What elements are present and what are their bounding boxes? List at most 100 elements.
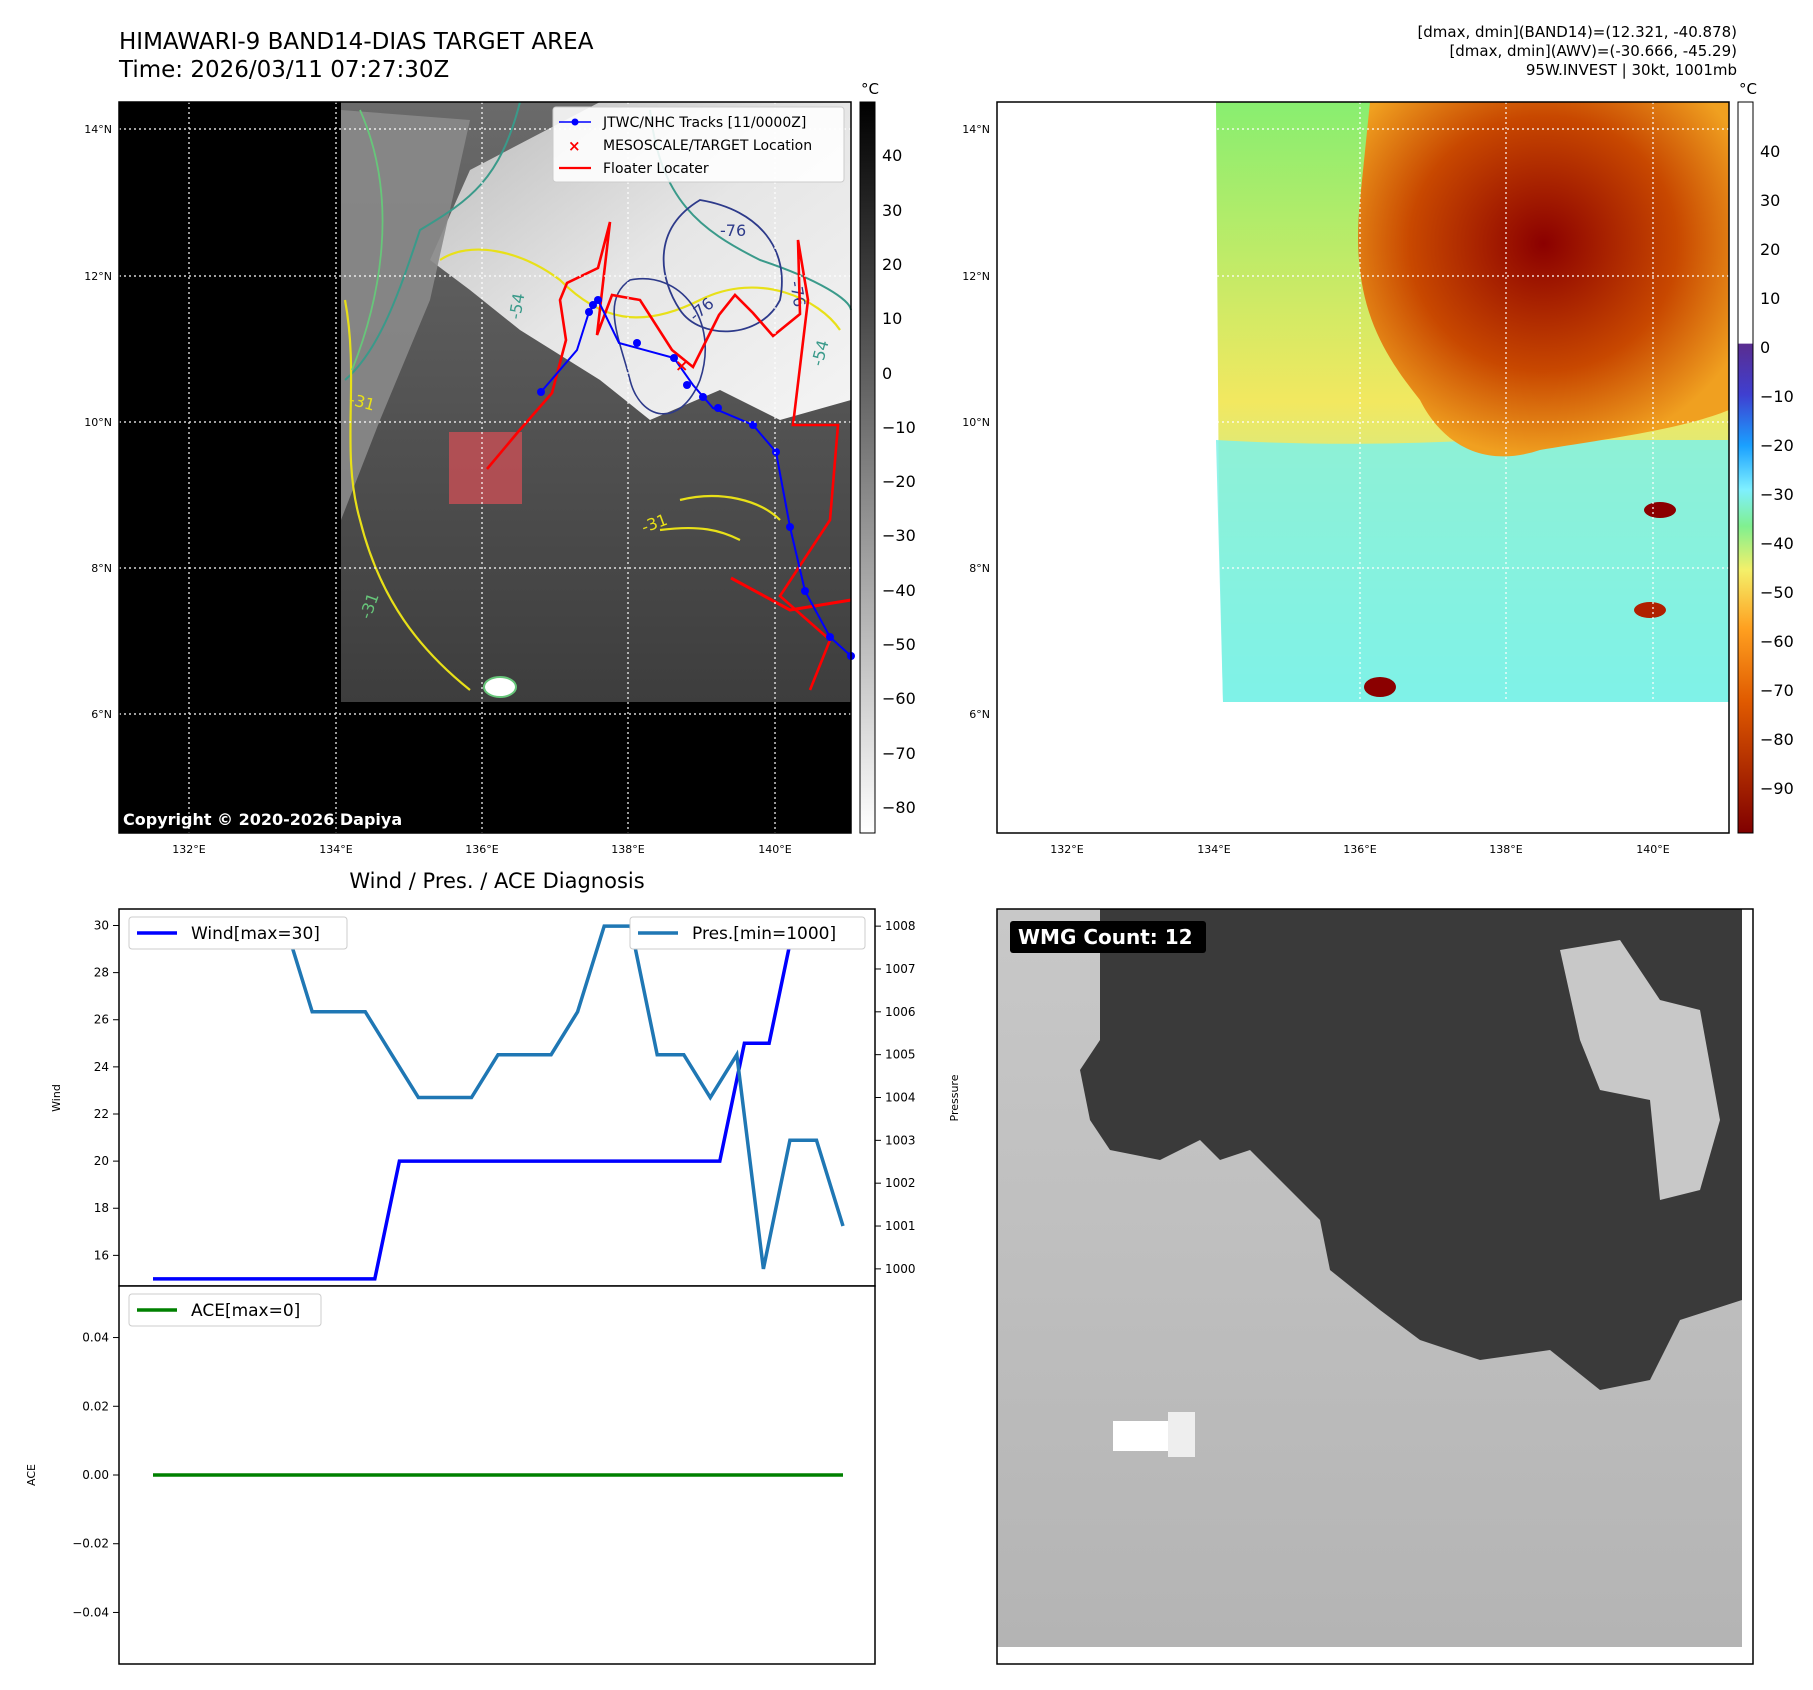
contour-label: -76 (786, 279, 809, 308)
pressure-tick-label: 1005 (885, 1048, 916, 1062)
pressure-axis-label: Pressure (948, 1074, 960, 1121)
pressure-tick-label: 1006 (885, 1005, 916, 1019)
wind-tick-label: 28 (94, 966, 109, 980)
lat-label: 14°N (84, 123, 112, 136)
lat-label: 6°N (969, 708, 990, 721)
jtwc-track-points (537, 296, 855, 660)
ace-tick-label: 0.02 (82, 1399, 109, 1413)
mesoscale-target-box (449, 432, 522, 504)
wmg-count-label: WMG Count: 12 (1018, 925, 1193, 949)
ace-tick-label: 0.04 (82, 1331, 109, 1345)
colorbar-tick: −40 (882, 581, 916, 600)
lon-label: 138°E (1489, 843, 1522, 856)
awv-map-panel: 132°E 134°E 136°E 138°E 140°E 14°N 12°N … (962, 80, 1794, 856)
ace-legend (128, 1293, 322, 1327)
band14-colorbar (859, 101, 876, 834)
ace-tick-label: −0.04 (72, 1605, 109, 1619)
wmg-dark-region (1080, 909, 1742, 1390)
wind-series-line (153, 923, 843, 1281)
floater-locater-track (486, 221, 840, 691)
pressure-tick-label: 1001 (885, 1219, 916, 1233)
lon-label: 134°E (319, 843, 352, 856)
colorbar-tick: −50 (882, 635, 916, 654)
colorbar-tick: −90 (1760, 779, 1794, 798)
wmg-hot-spot (1113, 1421, 1168, 1451)
colorbar-tick: −80 (1760, 730, 1794, 749)
band14-legend (552, 106, 845, 183)
pressure-legend-label: Pres.[min=1000] (692, 924, 836, 944)
wind-legend-label: Wind[max=30] (191, 924, 320, 944)
info-line1: [dmax, dmin](BAND14)=(12.321, -40.878) (1417, 23, 1737, 41)
lat-label: 14°N (962, 123, 990, 136)
colorbar-tick: −10 (1760, 387, 1794, 406)
contour-green (351, 109, 384, 371)
wind-tick-label: 22 (94, 1107, 109, 1121)
colorbar-tick: −30 (1760, 485, 1794, 504)
colorbar-tick: 30 (1760, 191, 1780, 210)
band14-map-panel: -76 -76 -76 -31 -31 -31 -54 -54 × JTWC/N… (84, 80, 916, 856)
band14-map-frame (118, 101, 852, 834)
wind-tick-label: 26 (94, 1013, 109, 1027)
colorbar-tick: 40 (1760, 142, 1780, 161)
ace-axis-label: ACE (25, 1464, 38, 1486)
colorbar-tick: −20 (882, 472, 916, 491)
lon-label: 140°E (1636, 843, 1669, 856)
colorbar-tick: 0 (1760, 338, 1770, 357)
awv-colorbar-unit: °C (1739, 80, 1757, 98)
lat-label: 10°N (962, 416, 990, 429)
wind-tick-label: 20 (94, 1154, 109, 1168)
diagnosis-title: Wind / Pres. / ACE Diagnosis (349, 869, 644, 893)
band14-lat-labels: 14°N 12°N 10°N 8°N 6°N (84, 123, 112, 721)
colorbar-tick: 40 (882, 146, 902, 165)
info-line3: 95W.INVEST | 30kt, 1001mb (1525, 61, 1737, 79)
awv-map-frame (996, 101, 1730, 834)
colorbar-tick: 10 (1760, 289, 1780, 308)
band14-lon-labels: 132°E 134°E 136°E 138°E 140°E (172, 843, 791, 856)
wind-legend (128, 916, 348, 950)
copyright-text: Copyright © 2020-2026 Dapiya (123, 810, 402, 829)
ace-tick-label: −0.02 (72, 1537, 109, 1551)
colorbar-tick: −10 (882, 418, 916, 437)
ace-ticks: 0.04 0.02 0.00 −0.02 −0.04 (72, 1331, 119, 1619)
pressure-tick-label: 1000 (885, 1262, 916, 1276)
contour-yellow-west (343, 299, 471, 691)
contour-label: -76 (720, 221, 746, 240)
band14-colorbar-unit: °C (861, 80, 879, 98)
wind-pressure-axes (118, 908, 876, 1287)
awv-dry-spot (1644, 502, 1676, 518)
awv-colorbar-ticks: 40 30 20 10 0 −10 −20 −30 −40 −50 −60 −7… (1760, 142, 1794, 798)
colorbar-tick: 0 (882, 364, 892, 383)
legend-target-marker: × (568, 137, 581, 155)
diagnosis-panel: Wind / Pres. / ACE Diagnosis 16 18 20 22 24 2… (25, 869, 960, 1665)
colorbar-tick: −50 (1760, 583, 1794, 602)
pressure-tick-label: 1008 (885, 919, 916, 933)
contour-label: -54 (505, 292, 528, 321)
colorbar-tick: −70 (882, 744, 916, 763)
wind-tick-label: 16 (94, 1248, 109, 1262)
lon-label: 136°E (465, 843, 498, 856)
pressure-legend (629, 916, 866, 950)
colorbar-tick: −30 (882, 526, 916, 545)
band14-left-cloud-band (341, 110, 470, 520)
colorbar-tick: 10 (882, 309, 902, 328)
lon-label: 132°E (1050, 843, 1083, 856)
colorbar-tick: −60 (1760, 632, 1794, 651)
legend-label-target: MESOSCALE/TARGET Location (603, 138, 812, 154)
awv-colorbar (1737, 101, 1754, 834)
lat-label: 8°N (969, 562, 990, 575)
floater-locater-track-2 (730, 576, 852, 612)
pressure-tick-label: 1007 (885, 962, 916, 976)
colorbar-tick: −80 (882, 798, 916, 817)
wmg-bright-region (1560, 940, 1720, 1200)
awv-dry-region (1358, 102, 1729, 457)
pressure-tick-label: 1003 (885, 1133, 916, 1147)
colorbar-tick: 20 (882, 255, 902, 274)
map-title-line2: Time: 2026/03/11 07:27:30Z (119, 57, 450, 83)
contour-navy-2 (613, 277, 706, 415)
legend-track-dot (571, 118, 579, 126)
ace-legend-label: ACE[max=0] (191, 1301, 300, 1321)
info-line2: [dmax, dmin](AWV)=(-30.666, -45.29) (1449, 42, 1737, 60)
lat-label: 6°N (91, 708, 112, 721)
awv-lon-labels: 132°E 134°E 136°E 138°E 140°E (1050, 843, 1669, 856)
